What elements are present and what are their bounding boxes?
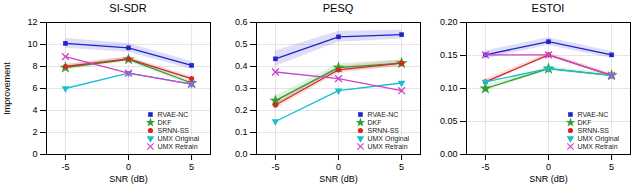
svg-text:UMX Retrain: UMX Retrain (577, 143, 617, 150)
svg-text:5: 5 (609, 162, 614, 172)
svg-text:0.10: 0.10 (440, 83, 458, 93)
svg-text:10: 10 (27, 39, 37, 49)
svg-text:0: 0 (32, 149, 37, 159)
svg-text:4: 4 (32, 105, 37, 115)
svg-text:SRNN-SS: SRNN-SS (367, 127, 399, 134)
svg-text:SNR (dB): SNR (dB) (109, 174, 148, 184)
svg-text:SRNN-SS: SRNN-SS (577, 127, 609, 134)
svg-text:0.3: 0.3 (235, 83, 248, 93)
svg-text:0: 0 (546, 162, 551, 172)
svg-text:0.2: 0.2 (235, 105, 248, 115)
svg-text:0.15: 0.15 (440, 50, 458, 60)
svg-text:-5: -5 (61, 162, 69, 172)
svg-text:2: 2 (32, 127, 37, 137)
svg-text:0.0: 0.0 (235, 149, 248, 159)
svg-text:DKF: DKF (157, 119, 171, 126)
svg-text:0.5: 0.5 (235, 39, 248, 49)
svg-text:-5: -5 (481, 162, 489, 172)
svg-text:0: 0 (126, 162, 131, 172)
svg-text:6: 6 (32, 83, 37, 93)
svg-text:SNR (dB): SNR (dB) (319, 174, 358, 184)
svg-text:5: 5 (399, 162, 404, 172)
svg-text:UMX Original: UMX Original (577, 135, 619, 143)
svg-text:0: 0 (336, 162, 341, 172)
svg-text:RVAE-NC: RVAE-NC (577, 111, 608, 118)
svg-text:-5: -5 (271, 162, 279, 172)
svg-text:SRNN-SS: SRNN-SS (157, 127, 189, 134)
svg-text:5: 5 (189, 162, 194, 172)
html-text:ESTOI: ESTOI (531, 2, 565, 14)
svg-text:UMX Original: UMX Original (367, 135, 409, 143)
svg-text:0.05: 0.05 (440, 116, 458, 126)
svg-text:DKF: DKF (577, 119, 591, 126)
svg-text:SNR (dB): SNR (dB) (529, 174, 568, 184)
svg-text:0.4: 0.4 (235, 61, 248, 71)
svg-text:DKF: DKF (367, 119, 381, 126)
svg-text:0.20: 0.20 (440, 17, 458, 27)
html-text:SI-SDR: SI-SDR (109, 2, 147, 14)
svg-text:12: 12 (27, 17, 37, 27)
svg-text:0.6: 0.6 (235, 17, 248, 27)
svg-text:Improvement: Improvement (2, 62, 12, 115)
svg-text:0.1: 0.1 (235, 127, 248, 137)
svg-text:UMX Original: UMX Original (157, 135, 199, 143)
svg-text:0.00: 0.00 (440, 149, 458, 159)
html-text:PESQ: PESQ (322, 2, 354, 14)
svg-text:RVAE-NC: RVAE-NC (367, 111, 398, 118)
svg-text:RVAE-NC: RVAE-NC (157, 111, 188, 118)
svg-text:UMX Retrain: UMX Retrain (157, 143, 197, 150)
svg-text:8: 8 (32, 61, 37, 71)
svg-text:UMX Retrain: UMX Retrain (367, 143, 407, 150)
